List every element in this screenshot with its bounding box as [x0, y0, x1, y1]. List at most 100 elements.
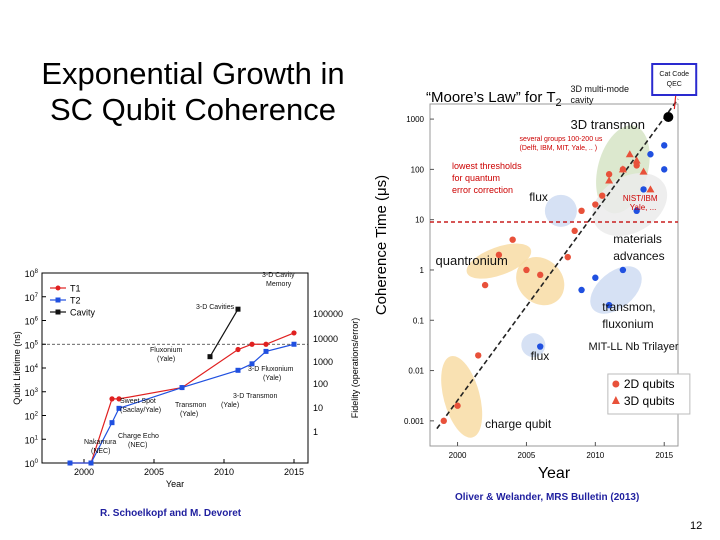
- point-t2: [88, 460, 94, 466]
- annotation-flux-upper: flux: [529, 190, 548, 204]
- blob-quantronium: [466, 243, 532, 279]
- legend-label: T2: [70, 296, 81, 306]
- point-t2: [67, 460, 73, 466]
- right-tick-label: 10000: [313, 334, 338, 344]
- point-nb-trilayer: [633, 207, 640, 215]
- point-2d: [592, 201, 599, 208]
- legend-marker: [55, 297, 61, 303]
- annotation-transmon-2: (Yale): [180, 411, 198, 418]
- annotation-cat-code-2: QEC: [667, 81, 682, 88]
- point-3d: [618, 165, 627, 173]
- point-t1: [291, 330, 297, 336]
- y-tick-label: 10: [415, 216, 424, 225]
- trend-line: [436, 98, 679, 430]
- point-t2: [109, 420, 115, 426]
- point-2d: [454, 402, 461, 409]
- point-t2: [291, 341, 297, 347]
- point-2d: [481, 281, 489, 289]
- y-tick-label: 108: [25, 269, 39, 279]
- annotation-several-groups-2: (Delft, IBM, MIT, Yale, .. ): [520, 145, 598, 152]
- point-t1: [235, 346, 241, 353]
- legend-marker-2d: [612, 380, 620, 388]
- annotation-nist-2: Yale, ...: [630, 203, 657, 212]
- annotation-nakamura-1: Nakamura: [84, 439, 116, 446]
- point-t1: [263, 341, 269, 347]
- page-number: 12: [690, 520, 703, 532]
- x-tick-label: 2010: [214, 467, 234, 477]
- y-tick-label: 0.1: [413, 316, 425, 325]
- plot-frame: [41, 272, 309, 464]
- y-tick-label: 0.001: [404, 417, 425, 426]
- point-nb-trilayer: [537, 343, 544, 350]
- point-t1: [116, 396, 122, 402]
- y-axis-label: Coherence Time (μs): [373, 175, 390, 315]
- point-nb-trilayer: [661, 166, 668, 173]
- right-tick-label: 10: [313, 403, 323, 413]
- point-t2: [179, 385, 185, 391]
- point-nb-trilayer: [661, 142, 668, 149]
- legend-box: [607, 373, 691, 415]
- annotation-3d-transmon-2: (Yale): [221, 402, 239, 409]
- annotation-3d-fluxonium-2: (Yale): [263, 375, 281, 382]
- y-tick-label: 1: [420, 266, 425, 275]
- point-t2: [249, 361, 255, 367]
- y-tick-label: 101: [25, 435, 39, 445]
- annotation-lowest-1: lowest thresholds: [452, 161, 522, 171]
- x-tick-label: 2015: [655, 451, 673, 460]
- y-tick-label: 1000: [406, 115, 424, 124]
- y-tick-label: 0.01: [408, 367, 424, 376]
- annotation-nist: NIST/IBM: [623, 194, 658, 203]
- point-2d: [495, 251, 503, 259]
- title-line-1: Exponential Growth in: [41, 56, 345, 91]
- annotation-3d-transmon: 3D transmon: [571, 117, 645, 132]
- point-2d: [571, 227, 578, 235]
- point-3d: [646, 185, 655, 193]
- y-tick-label: 100: [411, 165, 425, 174]
- point-3d: [639, 167, 648, 175]
- annotation-charge-echo-2: (NEC): [128, 442, 147, 449]
- annotation-multimode-1: 3D multi-mode: [571, 84, 630, 94]
- legend-label-3d: 3D qubits: [624, 394, 675, 408]
- point-3d: [625, 150, 634, 158]
- annotation-materials-2: advances: [613, 249, 664, 263]
- annotation-cavity-memory-2: Memory: [266, 281, 292, 288]
- annotation-multimode-2: cavity: [571, 95, 595, 105]
- credit-oliver: Oliver & Welander, MRS Bulletin (2013): [455, 492, 640, 503]
- cat-code-point: [663, 112, 674, 123]
- legend-marker: [55, 285, 61, 291]
- y-tick-label: 104: [25, 364, 39, 374]
- right-tick-label: 100: [313, 379, 328, 389]
- annotation-lowest-2: for quantum: [452, 173, 500, 183]
- annotation-3d-transmon-1: 3-D Transmon: [233, 393, 277, 400]
- annotation-3d-cavities: 3-D Cavities: [196, 304, 235, 311]
- x-tick-label: 2015: [284, 467, 304, 477]
- right-tick-label: 1: [313, 427, 318, 437]
- annotation-transmon: transmon,: [602, 300, 655, 314]
- annotation-charge-echo-1: Charge Echo: [118, 433, 159, 440]
- annotation-3d-fluxonium-1: 3-D Fluxonium: [248, 366, 294, 373]
- y-tick-label: 106: [25, 317, 39, 327]
- y-tick-label: 107: [25, 293, 39, 303]
- point-2d: [475, 352, 482, 359]
- point-3d: [605, 176, 614, 184]
- x-tick-label: 2000: [449, 451, 467, 460]
- y-tick-label: 103: [25, 388, 39, 398]
- annotation-materials-1: materials: [613, 232, 662, 246]
- annotation-mit-ll: MIT-LL Nb Trilayer: [588, 341, 678, 353]
- point-2d: [509, 236, 516, 243]
- annotation-cat-code-1: Cat Code: [659, 71, 689, 78]
- point-t2: [116, 405, 122, 411]
- point-nb-trilayer: [640, 186, 647, 193]
- x-tick-label: 2000: [74, 467, 94, 477]
- x-tick-label: 2005: [144, 467, 164, 477]
- point-2d: [440, 417, 447, 425]
- point-2d: [605, 171, 613, 178]
- annotation-lowest-3: error correction: [452, 185, 513, 195]
- annotation-nakamura-2: (NEC): [91, 448, 110, 455]
- title-line-2: SC Qubit Coherence: [49, 92, 337, 127]
- point-cavity: [235, 306, 241, 312]
- point-nb-trilayer: [647, 151, 654, 158]
- annotation-fluxonium-2: (Yale): [157, 356, 175, 363]
- blob-transmon: [590, 266, 642, 314]
- legend-label: T1: [70, 284, 81, 294]
